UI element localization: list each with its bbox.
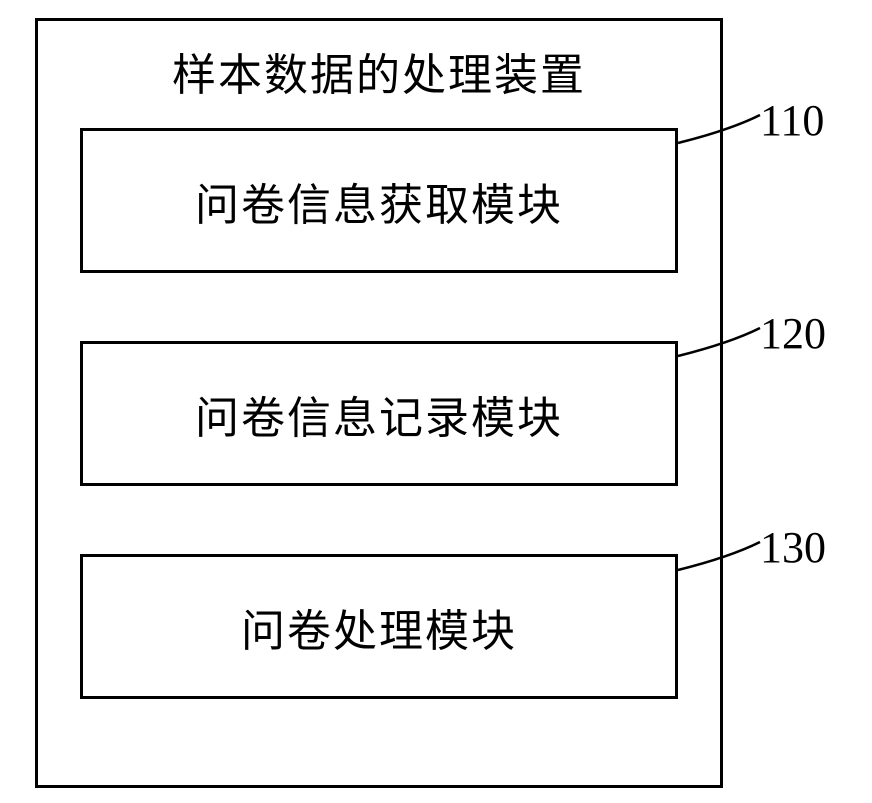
module-box-3: 问卷处理模块 xyxy=(80,554,678,699)
module-label-1: 问卷信息获取模块 xyxy=(195,169,563,233)
module-label-2: 问卷信息记录模块 xyxy=(195,382,563,446)
module-box-1: 问卷信息获取模块 xyxy=(80,128,678,273)
diagram-title: 样本数据的处理装置 xyxy=(172,39,586,103)
ref-label-1: 110 xyxy=(760,95,824,146)
ref-label-3: 130 xyxy=(760,522,826,573)
diagram-container: 样本数据的处理装置 问卷信息获取模块 问卷信息记录模块 问卷处理模块 xyxy=(35,18,723,788)
module-label-3: 问卷处理模块 xyxy=(241,595,517,659)
ref-label-2: 120 xyxy=(760,308,826,359)
module-box-2: 问卷信息记录模块 xyxy=(80,341,678,486)
